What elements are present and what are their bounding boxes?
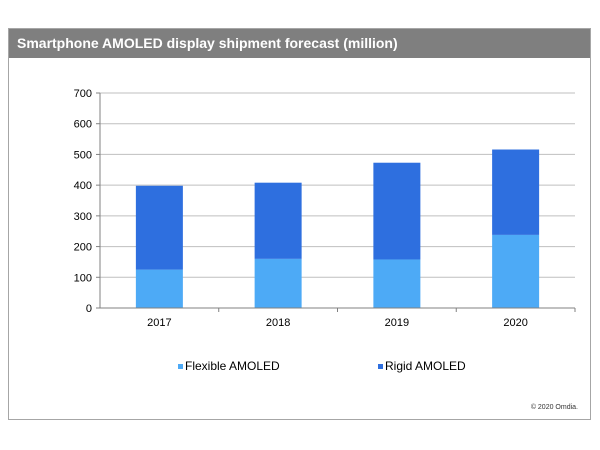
bars [135, 149, 540, 308]
y-tick-label: 500 [74, 149, 92, 161]
y-tick-label: 400 [74, 180, 92, 192]
x-tick-label: 2020 [503, 317, 527, 329]
bar-flexible-amoled-2018 [254, 258, 302, 308]
legend-swatch [378, 364, 383, 369]
x-tick-label: 2019 [385, 317, 409, 329]
x-tick-label: 2017 [147, 317, 171, 329]
bar-rigid-amoled-2019 [373, 162, 421, 260]
y-tick-label: 100 [74, 272, 92, 284]
legend-label: Rigid AMOLED [385, 359, 466, 373]
y-tick-label: 600 [74, 119, 92, 131]
y-tick-label: 0 [86, 303, 92, 315]
bar-rigid-amoled-2017 [135, 185, 183, 270]
copyright-text: © 2020 Omdia. [531, 403, 578, 411]
legend: Flexible AMOLED Rigid AMOLED [178, 359, 466, 373]
y-tick-label: 700 [74, 88, 92, 100]
legend-swatch [178, 364, 183, 369]
x-tick-label: 2018 [266, 317, 290, 329]
axes: 0 100 200 300 400 500 600 700 2017 2018 2019 2020 [74, 88, 576, 329]
bar-flexible-amoled-2017 [135, 269, 183, 308]
legend-label: Flexible AMOLED [185, 359, 280, 373]
bar-flexible-amoled-2020 [492, 234, 540, 308]
bar-rigid-amoled-2020 [492, 149, 540, 235]
y-tick-label: 200 [74, 242, 92, 254]
bar-rigid-amoled-2018 [254, 182, 302, 259]
bar-flexible-amoled-2019 [373, 259, 421, 308]
y-tick-label: 300 [74, 211, 92, 223]
chart-title: Smartphone AMOLED display shipment forec… [9, 29, 590, 58]
